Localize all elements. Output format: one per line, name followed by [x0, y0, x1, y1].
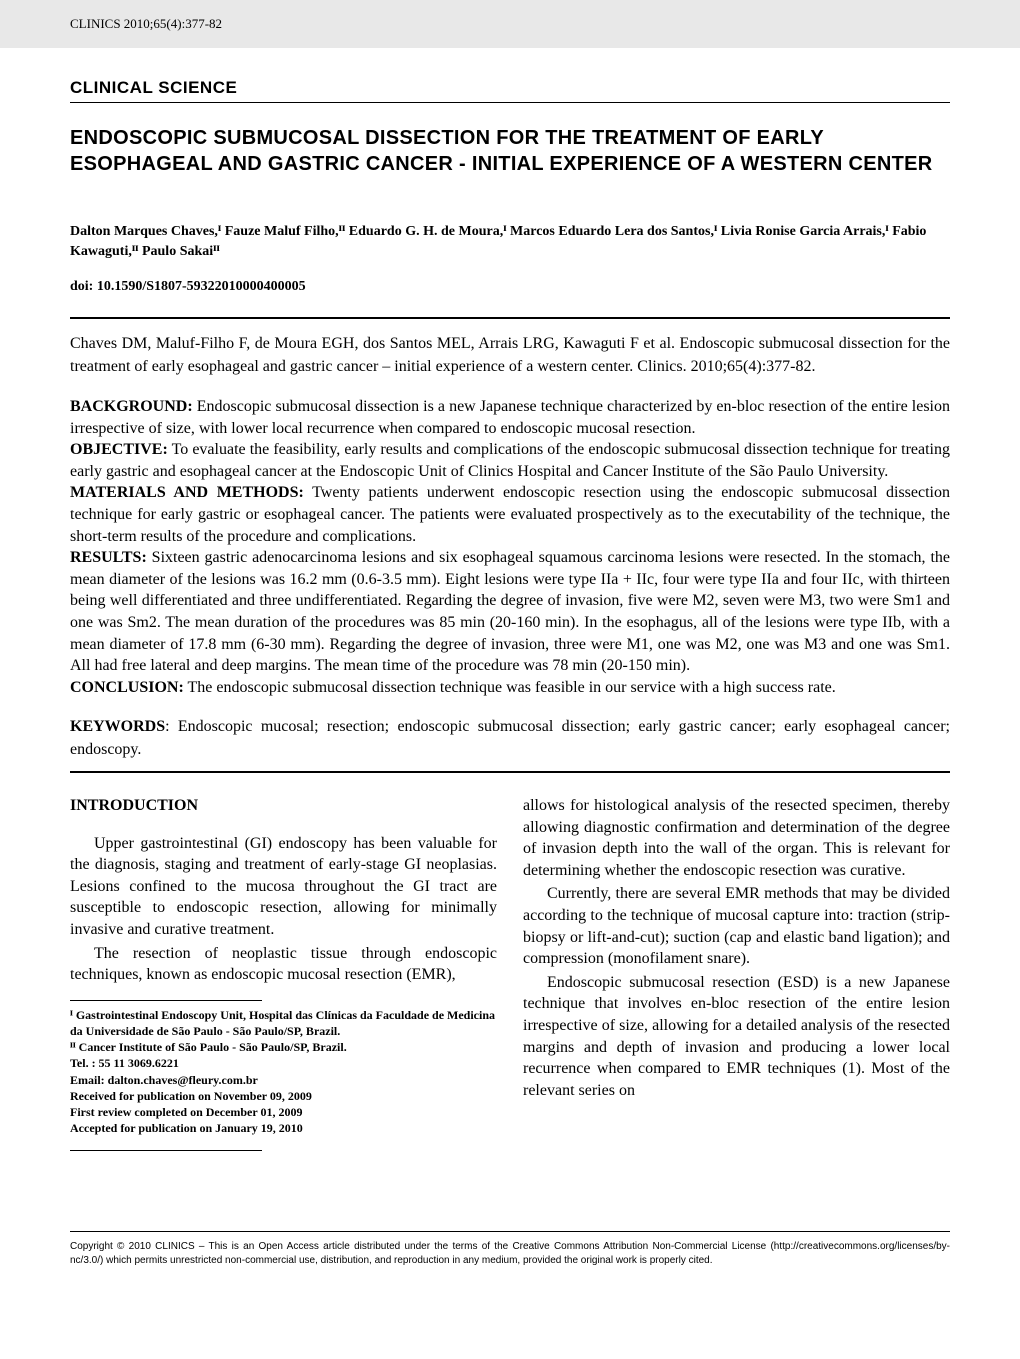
keywords-label: KEYWORDS — [70, 718, 165, 735]
citation-block: Chaves DM, Maluf-Filho F, de Moura EGH, … — [70, 333, 950, 378]
conclusion-text: The endoscopic submucosal dissection tec… — [184, 679, 836, 696]
body-columns: INTRODUCTION Upper gastrointestinal (GI)… — [70, 795, 950, 1151]
affiliation-1: ᴵ Gastrointestinal Endoscopy Unit, Hospi… — [70, 1007, 497, 1039]
copyright-footer: Copyright © 2010 CLINICS – This is an Op… — [70, 1231, 950, 1287]
section-rule — [70, 102, 950, 103]
abstract-top-rule — [70, 317, 950, 319]
authors-line: Dalton Marques Chaves,ᴵ Fauze Maluf Filh… — [70, 222, 950, 261]
background-text: Endoscopic submucosal dissection is a ne… — [70, 398, 950, 437]
keywords-text: : Endoscopic mucosal; resection; endosco… — [70, 718, 950, 757]
doi: doi: 10.1590/S1807-59322010000400005 — [70, 279, 950, 295]
journal-reference: CLINICS 2010;65(4):377-82 — [70, 16, 222, 31]
abstract-block: BACKGROUND: Endoscopic submucosal dissec… — [70, 396, 950, 698]
background-label: BACKGROUND: — [70, 398, 193, 415]
abstract-bottom-rule — [70, 771, 950, 773]
footnote-top-rule — [70, 1000, 262, 1001]
results-label: RESULTS: — [70, 549, 147, 566]
objective-label: OBJECTIVE: — [70, 441, 168, 458]
objective-text: To evaluate the feasibility, early resul… — [70, 441, 950, 480]
keywords-line: KEYWORDS: Endoscopic mucosal; resection;… — [70, 716, 950, 761]
review-date: First review completed on December 01, 2… — [70, 1104, 497, 1120]
accepted-date: Accepted for publication on January 19, … — [70, 1120, 497, 1136]
corresponding-email: Email: dalton.chaves@fleury.com.br — [70, 1072, 497, 1088]
body-paragraph: Currently, there are several EMR methods… — [523, 883, 950, 969]
methods-label: MATERIALS AND METHODS: — [70, 484, 304, 501]
results-text: Sixteen gastric adenocarcinoma lesions a… — [70, 549, 950, 674]
body-paragraph: Upper gastrointestinal (GI) endoscopy ha… — [70, 833, 497, 941]
received-date: Received for publication on November 09,… — [70, 1088, 497, 1104]
introduction-heading: INTRODUCTION — [70, 795, 497, 817]
journal-header: CLINICS 2010;65(4):377-82 — [0, 0, 1020, 48]
footnotes-block: ᴵ Gastrointestinal Endoscopy Unit, Hospi… — [70, 1007, 497, 1137]
article-title: ENDOSCOPIC SUBMUCOSAL DISSECTION FOR THE… — [70, 125, 950, 177]
section-label: CLINICAL SCIENCE — [70, 78, 950, 98]
body-paragraph: allows for histological analysis of the … — [523, 795, 950, 881]
footnote-bottom-rule — [70, 1150, 262, 1151]
body-paragraph: Endoscopic submucosal resection (ESD) is… — [523, 972, 950, 1102]
article-content: CLINICAL SCIENCE ENDOSCOPIC SUBMUCOSAL D… — [0, 48, 1020, 1171]
corresponding-tel: Tel. : 55 11 3069.6221 — [70, 1055, 497, 1071]
affiliation-2: ᴵᴵ Cancer Institute of São Paulo - São P… — [70, 1039, 497, 1055]
body-paragraph: The resection of neoplastic tissue throu… — [70, 943, 497, 986]
conclusion-label: CONCLUSION: — [70, 679, 184, 696]
copyright-text: Copyright © 2010 CLINICS – This is an Op… — [70, 1241, 950, 1266]
